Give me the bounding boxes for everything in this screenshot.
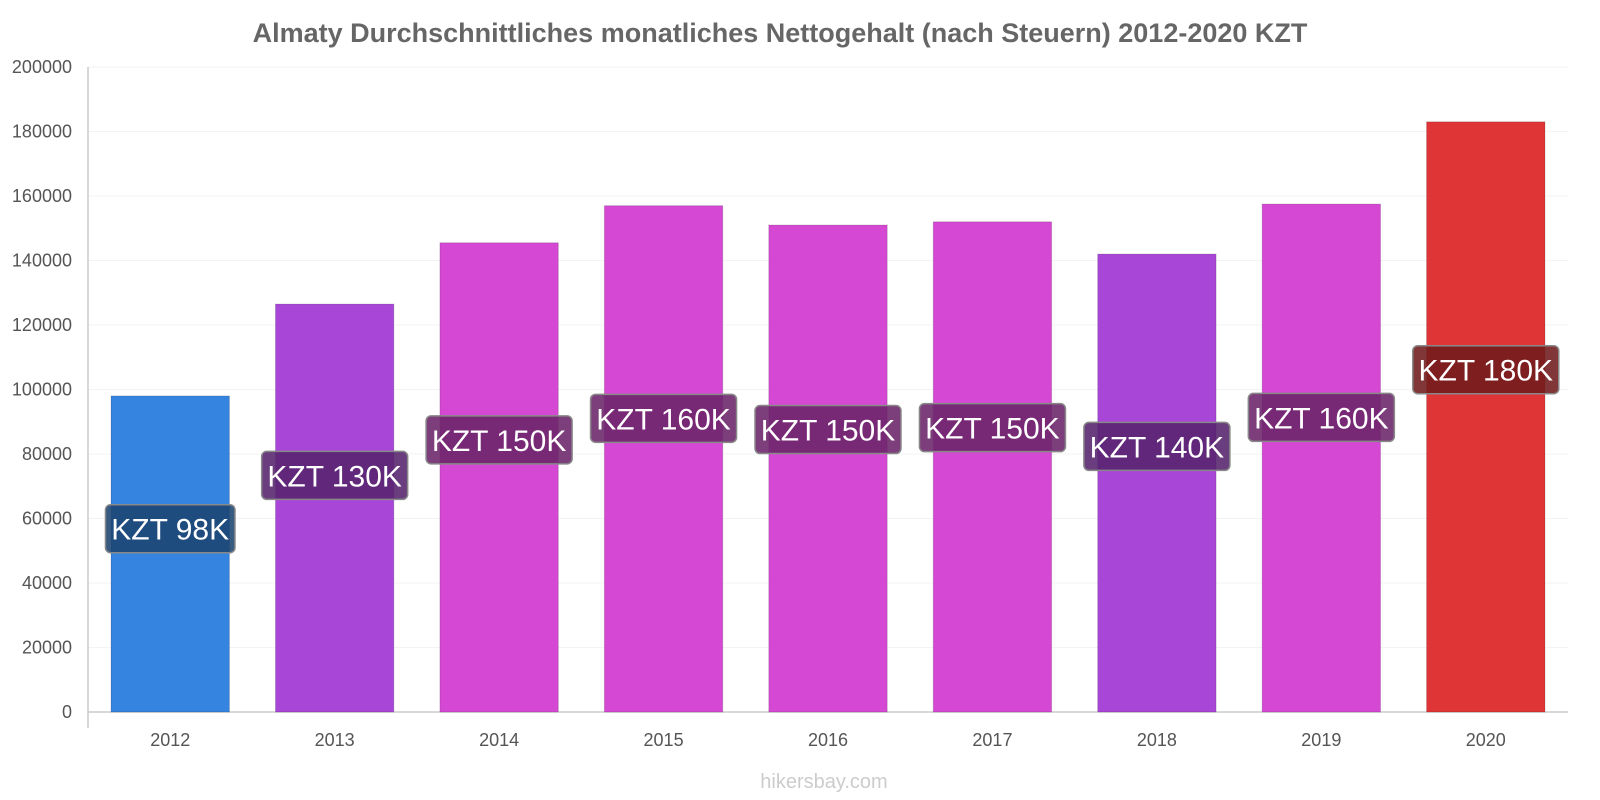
data-label-text: KZT 140K [1090,431,1225,464]
y-tick-label: 180000 [12,122,72,142]
x-tick-label: 2016 [808,730,848,750]
data-label-2018: KZT 140K [1083,421,1231,472]
bar-2013 [274,303,395,713]
bar-2019 [1261,203,1382,713]
data-label-2019: KZT 160K [1247,392,1396,443]
data-label-2015: KZT 160K [589,393,738,444]
data-label-text: KZT 130K [267,460,402,493]
y-tick-label: 120000 [12,315,72,335]
data-label-2016: KZT 150K [754,404,902,455]
data-label-box [754,404,902,455]
source-watermark: hikersbay.com [760,771,887,793]
bar-2015 [603,205,724,713]
x-tick-label: 2013 [315,730,355,750]
x-tick-label: 2017 [972,730,1012,750]
y-tick-label: 60000 [22,509,72,529]
data-label-box [1083,421,1231,472]
data-label-box [918,402,1067,453]
x-tick-label: 2015 [644,730,684,750]
data-label-box [260,450,409,501]
data-label-text: KZT 160K [1254,402,1389,435]
data-label-2014: KZT 150K [425,415,573,465]
data-label-text: KZT 150K [925,413,1060,446]
data-label-box [425,415,573,465]
y-tick-label: 200000 [12,57,72,77]
data-label-text: KZT 180K [1419,355,1554,388]
data-label-box [1247,392,1396,443]
y-tick-label: 40000 [22,573,72,593]
x-tick-label: 2012 [150,730,190,750]
y-tick-label: 160000 [12,186,72,206]
bar-2016 [768,224,888,713]
data-label-text: KZT 98K [111,514,229,547]
y-tick-label: 100000 [12,380,72,400]
data-label-2013: KZT 130K [260,450,409,501]
x-tick-label: 2020 [1466,730,1506,750]
data-label-text: KZT 160K [596,403,731,436]
bar-2018 [1097,253,1217,713]
data-label-2020: KZT 180K [1412,344,1560,395]
bar-2017 [932,221,1053,713]
y-tick-label: 0 [62,702,72,722]
x-tick-label: 2014 [479,730,519,750]
y-tick-label: 140000 [12,251,72,271]
bars [110,121,1546,713]
chart-title: Almaty Durchschnittliches monatliches Ne… [253,18,1308,48]
bar-2014 [439,242,559,713]
x-tick-label: 2018 [1137,730,1177,750]
y-tick-label: 20000 [22,638,72,658]
data-label-2012: KZT 98K [104,503,236,554]
data-label-text: KZT 150K [761,415,896,448]
data-label-box [104,503,236,554]
x-axis-ticks: 2012 2013 2014 2015 2016 2017 2018 2019 2020 [150,730,1506,750]
x-tick-label: 2019 [1301,730,1341,750]
data-label-box [589,393,738,444]
data-label-2017: KZT 150K [918,402,1067,453]
data-labels: KZT 98K KZT 130K KZT 150K KZT 160K KZT 150K K… [104,344,1560,554]
bar-2020 [1426,121,1546,713]
y-tick-label: 80000 [22,444,72,464]
y-axis-ticks: 0 20000 40000 60000 80000 100000 120000 140000 1… [12,57,72,722]
data-label-box [1412,344,1560,395]
data-label-text: KZT 150K [432,425,567,458]
bar-2012 [110,395,230,713]
